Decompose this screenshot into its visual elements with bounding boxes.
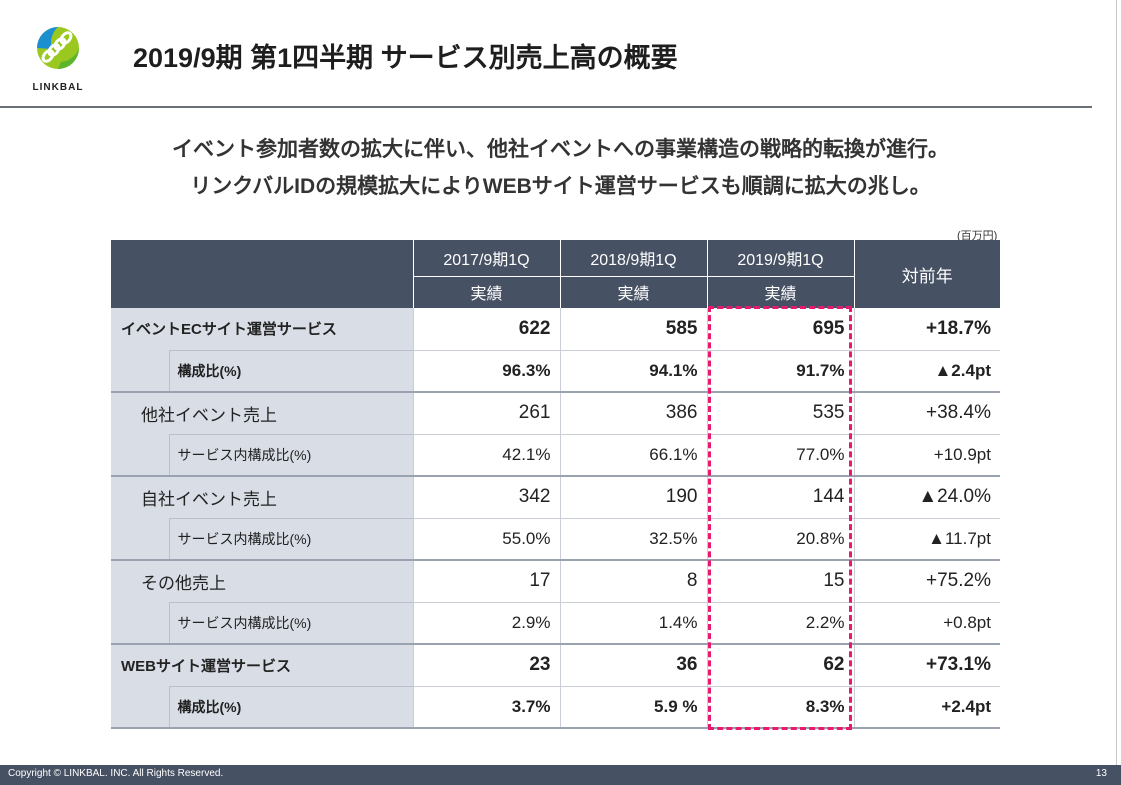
row-label: サービス内構成比(%) — [168, 517, 413, 561]
brand-name: LINKBAL — [32, 82, 84, 93]
header-row-sub: 実績 実績 実績 — [111, 275, 1000, 308]
row-label: その他売上 — [111, 560, 413, 602]
table-row: 自社イベント売上 342 190 144 ▲24.0% — [111, 476, 1000, 519]
table-cell: 386 — [559, 392, 707, 435]
page-number: 13 — [1095, 768, 1107, 779]
subtitle-line-1: イベント参加者数の拡大に伴い、他社イベントへの事業構造の戦略的転換が進行。 — [172, 138, 949, 161]
header-period-2018: 2018/9期1Q — [559, 240, 707, 276]
row-indent — [111, 434, 169, 477]
row-label: WEBサイト運営サービス — [111, 644, 413, 686]
sales-by-service-table: 2017/9期1Q 2018/9期1Q 2019/9期1Q 対前年 実績 実績 … — [111, 240, 1000, 729]
yoy-cell: +10.9pt — [853, 434, 1000, 477]
table-cell: 3.7% — [412, 686, 560, 729]
table-row: イベントECサイト運営サービス 622 585 695 +18.7% — [111, 308, 1000, 351]
header-yoy: 対前年 — [853, 240, 1000, 308]
header-corner — [111, 240, 413, 308]
table-cell: 342 — [412, 476, 560, 519]
yoy-cell: +38.4% — [853, 392, 1000, 435]
row-label: 構成比(%) — [168, 685, 413, 729]
table-row: サービス内構成比(%) 55.0% 32.5% 20.8% ▲11.7pt — [111, 517, 1000, 561]
yoy-cell: +18.7% — [853, 308, 1000, 351]
table-row: サービス内構成比(%) 42.1% 66.1% 77.0% +10.9pt — [111, 433, 1000, 477]
table-cell: 2.2% — [706, 602, 854, 645]
yoy-cell: +73.1% — [853, 644, 1000, 687]
row-label: 自社イベント売上 — [111, 476, 413, 518]
table-row: 構成比(%) 96.3% 94.1% 91.7% ▲2.4pt — [111, 349, 1000, 393]
yoy-cell: +0.8pt — [853, 602, 1000, 645]
table-cell: 535 — [706, 392, 854, 435]
header-sub-2019: 実績 — [706, 275, 854, 308]
table-cell: 144 — [706, 476, 854, 519]
yoy-cell: +75.2% — [853, 560, 1000, 603]
header-sub-2017: 実績 — [412, 275, 560, 308]
yoy-cell: ▲2.4pt — [853, 350, 1000, 393]
table-cell: 695 — [706, 308, 854, 351]
table-cell: 96.3% — [412, 350, 560, 393]
table-row: サービス内構成比(%) 2.9% 1.4% 2.2% +0.8pt — [111, 601, 1000, 645]
table-cell: 91.7% — [706, 350, 854, 393]
table-cell: 23 — [412, 644, 560, 687]
table-cell: 622 — [412, 308, 560, 351]
yoy-cell: ▲24.0% — [853, 476, 1000, 519]
unit-label: (百万円) — [957, 230, 998, 242]
row-indent — [111, 518, 169, 561]
header-row-period: 2017/9期1Q 2018/9期1Q 2019/9期1Q 対前年 — [111, 240, 1000, 308]
yoy-cell: ▲11.7pt — [853, 518, 1000, 561]
table-cell: 36 — [559, 644, 707, 687]
copyright-text: Copyright © LINKBAL. INC. All Rights Res… — [8, 768, 224, 779]
title-divider — [0, 106, 1092, 108]
table-cell: 55.0% — [412, 518, 560, 561]
row-indent — [111, 602, 169, 645]
table-cell: 5.9 % — [559, 686, 707, 729]
table-cell: 261 — [412, 392, 560, 435]
table-cell: 1.4% — [559, 602, 707, 645]
page-title: 2019/9期 第1四半期 サービス別売上高の概要 — [133, 43, 678, 73]
table-cell: 94.1% — [559, 350, 707, 393]
table-cell: 62 — [706, 644, 854, 687]
header-sub-2018: 実績 — [559, 275, 707, 308]
row-label: 構成比(%) — [168, 349, 413, 393]
row-indent — [111, 686, 169, 729]
table-row: WEBサイト運営サービス 23 36 62 +73.1% — [111, 644, 1000, 687]
table-cell: 20.8% — [706, 518, 854, 561]
header-period-2017: 2017/9期1Q — [412, 240, 560, 276]
page-edge-rule — [1116, 0, 1117, 765]
table-cell: 8 — [559, 560, 707, 603]
linkbal-logo — [37, 27, 79, 69]
table-cell: 77.0% — [706, 434, 854, 477]
table-cell: 190 — [559, 476, 707, 519]
table-cell: 66.1% — [559, 434, 707, 477]
table-row: 構成比(%) 3.7% 5.9 % 8.3% +2.4pt — [111, 685, 1000, 729]
table-cell: 15 — [706, 560, 854, 603]
subtitle-line-2: リンクバルIDの規模拡大によりWEBサイト運営サービスも順調に拡大の兆し。 — [190, 175, 931, 198]
row-label: イベントECサイト運営サービス — [111, 308, 413, 350]
yoy-cell: +2.4pt — [853, 686, 1000, 729]
row-label: サービス内構成比(%) — [168, 433, 413, 477]
header-period-2019: 2019/9期1Q — [706, 240, 854, 276]
table-cell: 2.9% — [412, 602, 560, 645]
table-cell: 42.1% — [412, 434, 560, 477]
row-label: 他社イベント売上 — [111, 392, 413, 434]
row-label: サービス内構成比(%) — [168, 601, 413, 645]
table-cell: 8.3% — [706, 686, 854, 729]
table-cell: 585 — [559, 308, 707, 351]
footer-bar: Copyright © LINKBAL. INC. All Rights Res… — [0, 765, 1121, 785]
table-cell: 32.5% — [559, 518, 707, 561]
table-cell: 17 — [412, 560, 560, 603]
row-indent — [111, 350, 169, 393]
table-row: 他社イベント売上 261 386 535 +38.4% — [111, 392, 1000, 435]
table-row: その他売上 17 8 15 +75.2% — [111, 560, 1000, 603]
